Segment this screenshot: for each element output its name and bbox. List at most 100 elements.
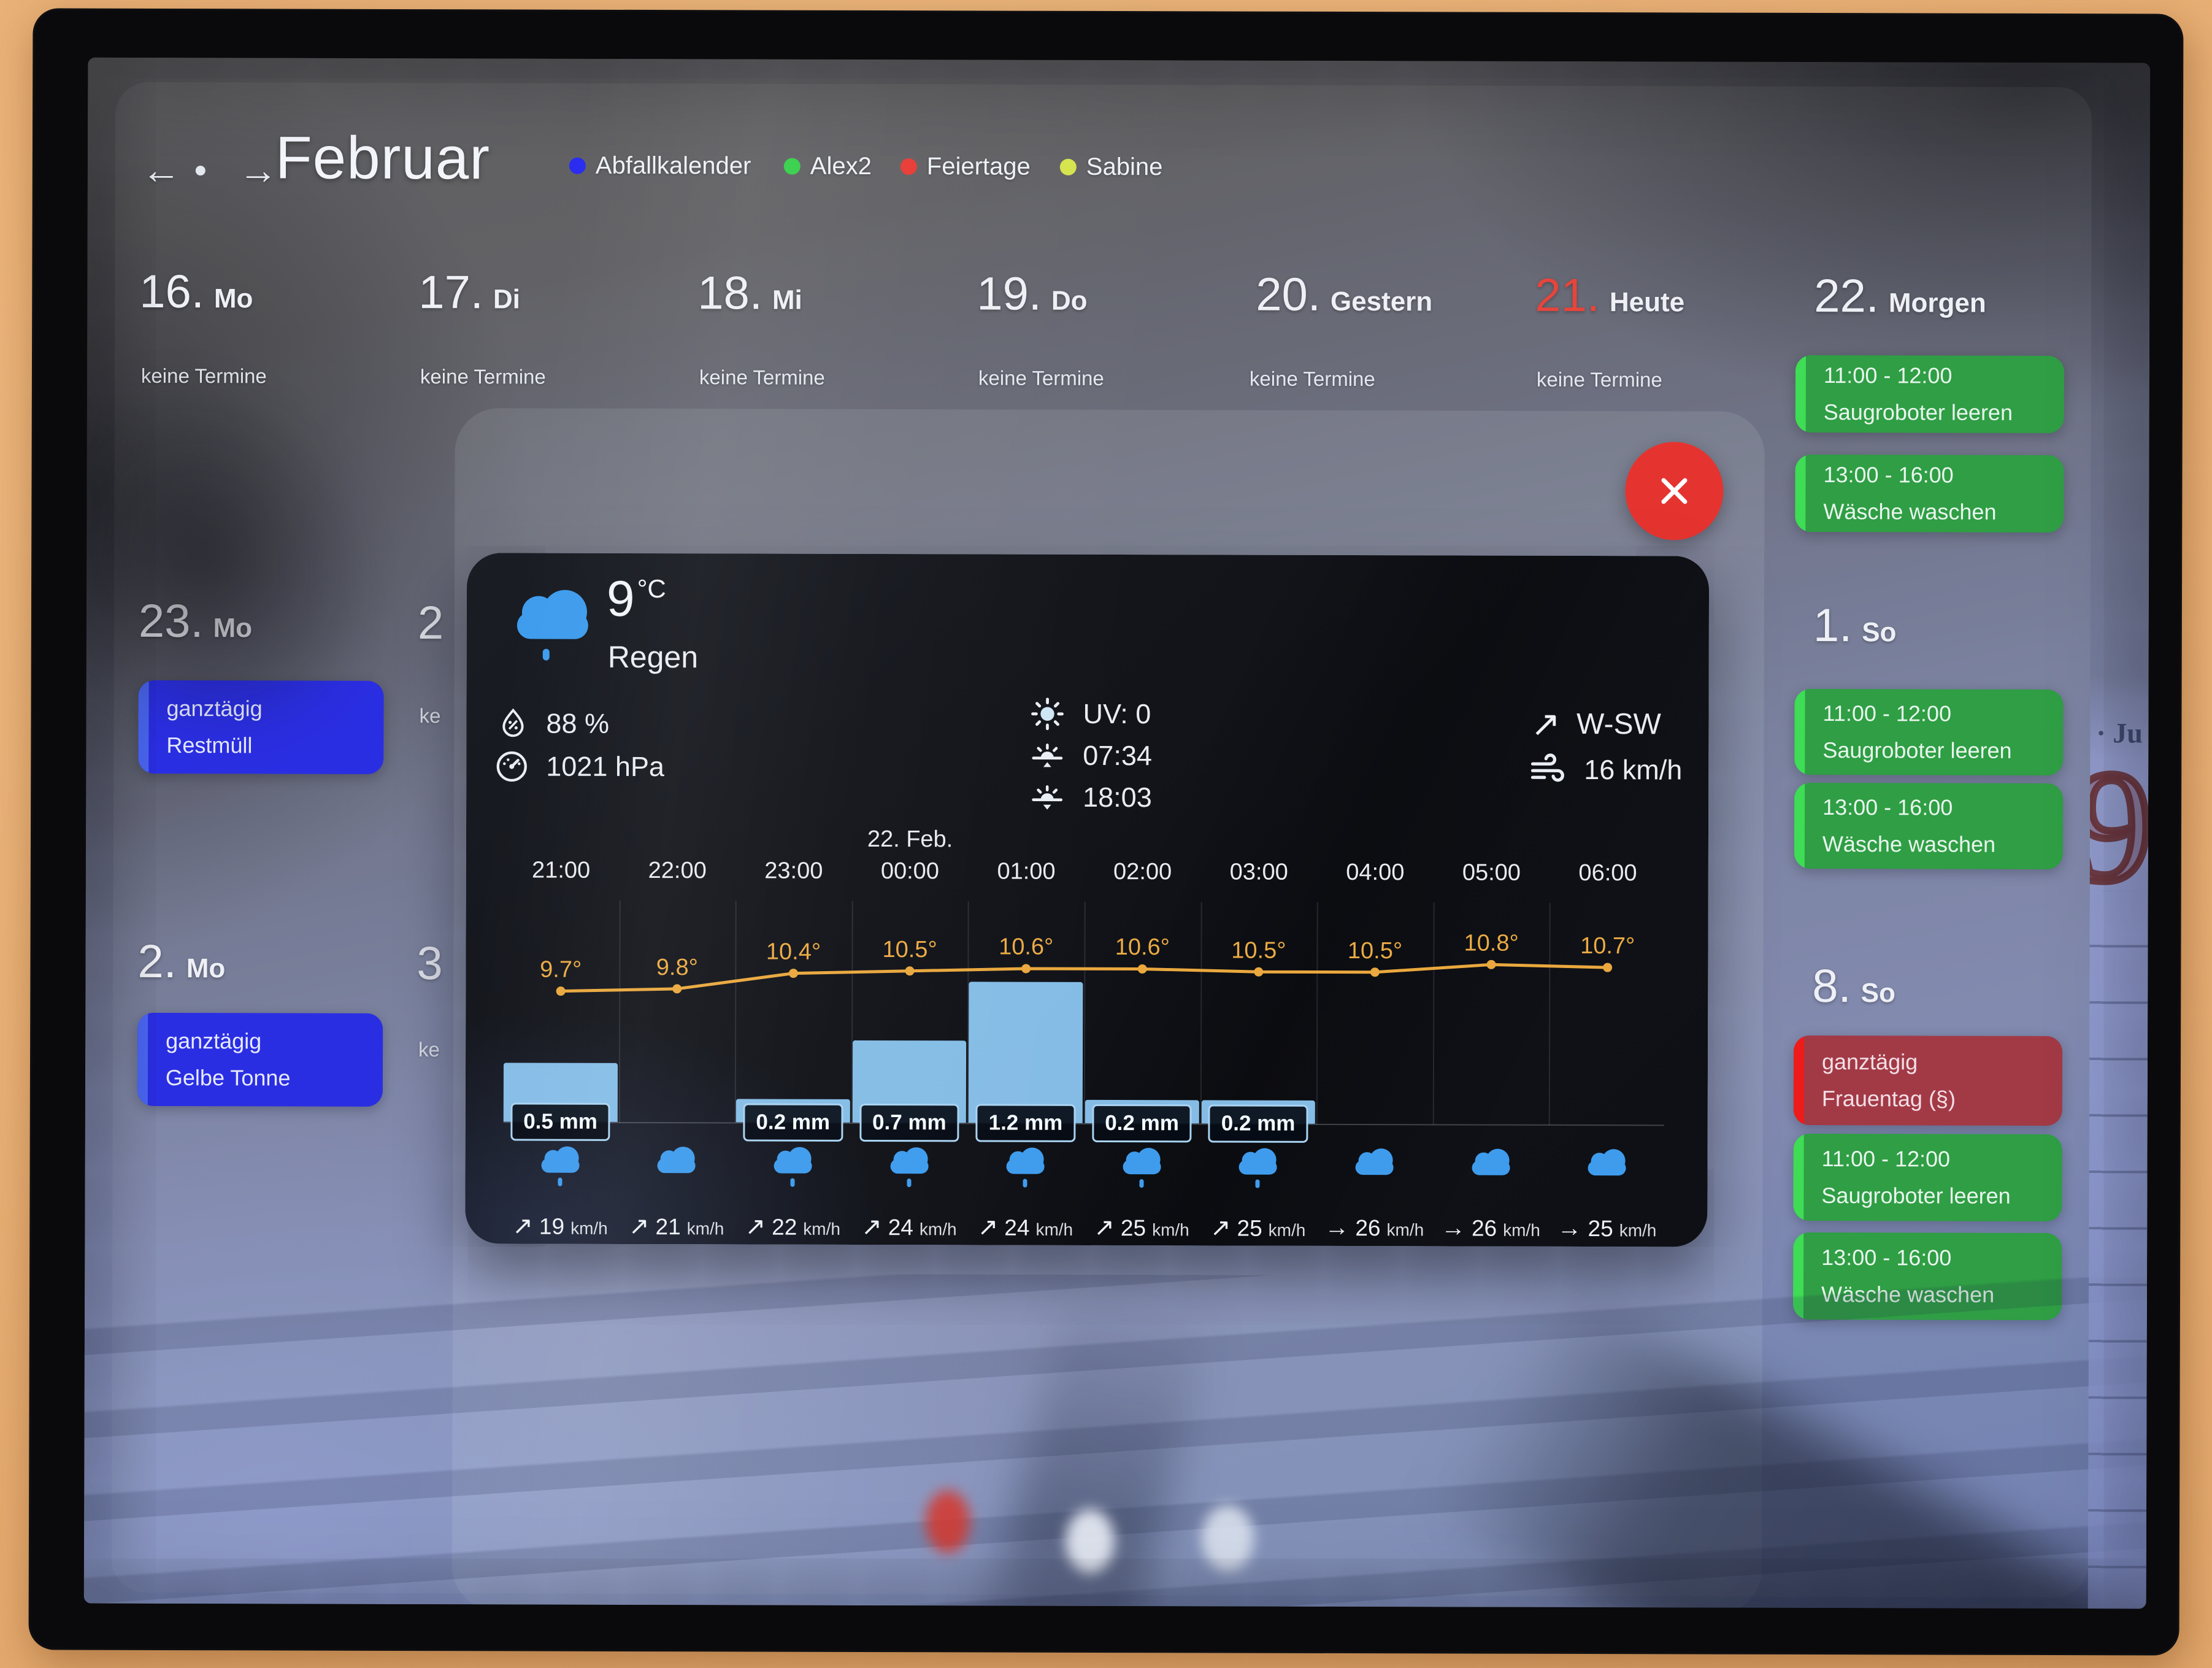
wind-direction-arrow-icon: ↗	[1530, 704, 1561, 744]
event-chip-waesche[interactable]: 13:00 - 16:00 Wäsche waschen	[1795, 454, 2064, 533]
month-title: Februar	[275, 123, 491, 192]
temperature-label: 10.6°	[1115, 934, 1170, 961]
day-header-19-do: 19. Do	[977, 267, 1088, 320]
wind-speed-stat: 16 km/h	[1527, 750, 1682, 791]
day-header-3-partial: 3	[417, 937, 443, 990]
day-header-1-so: 1. So	[1813, 599, 1897, 652]
day-header-22-morgen: 22. Morgen	[1814, 270, 1986, 323]
event-chip-saugroboter[interactable]: 11:00 - 12:00 Saugroboter leeren	[1793, 1133, 2062, 1222]
wind-annotation: → 26 km/h	[1440, 1214, 1540, 1242]
precipitation-label: 0.7 mm	[859, 1103, 959, 1142]
wind-arrow-icon: →	[1557, 1214, 1582, 1242]
chart-time-label: 21:00	[532, 857, 591, 883]
wind-annotation: ↗ 25 km/h	[1210, 1214, 1306, 1242]
temperature-label: 10.4°	[766, 939, 821, 965]
wind-arrow-icon: →	[1440, 1214, 1466, 1242]
weather-condition: Regen	[607, 639, 699, 675]
legend-dot-blue-icon	[569, 157, 586, 174]
wind-direction-stat: ↗ W-SW	[1530, 704, 1661, 744]
wind-arrow-icon: ↗	[745, 1213, 766, 1240]
event-chip-gelbe-tonne[interactable]: ganztägig Gelbe Tonne	[137, 1012, 383, 1107]
legend-item-feiertage[interactable]: Feiertage	[900, 153, 1031, 181]
uv-sun-icon	[1031, 698, 1064, 731]
no-events-label-partial: ke	[419, 704, 441, 728]
temperature-label: 9.8°	[656, 954, 698, 980]
day-header-21-heute: 21. Heute	[1535, 269, 1685, 322]
legend-dot-yellow-icon	[1059, 158, 1077, 175]
temperature-label: 10.6°	[999, 934, 1054, 961]
precipitation-label: 0.5 mm	[510, 1102, 610, 1141]
wind-arrow-icon: ↗	[512, 1212, 534, 1240]
no-events-label: keine Termine	[420, 365, 546, 388]
chart-time-label: 01:00	[997, 858, 1056, 885]
temperature-label: 10.5°	[1347, 937, 1403, 964]
event-chip-saugroboter[interactable]: 11:00 - 12:00 Saugroboter leeren	[1794, 688, 2064, 776]
event-chip-waesche[interactable]: 13:00 - 16:00 Wäsche waschen	[1794, 782, 2064, 870]
chart-time-label: 04:00	[1346, 859, 1405, 886]
close-icon	[1661, 478, 1688, 504]
legend-dot-red-icon	[900, 158, 917, 175]
chart-time-label: 03:00	[1229, 859, 1288, 885]
temperature-label: 10.5°	[882, 936, 937, 963]
pressure-gauge-icon	[496, 751, 527, 782]
precipitation-label: 0.2 mm	[743, 1103, 843, 1142]
wind-annotation: ↗ 25 km/h	[1094, 1213, 1189, 1242]
wind-arrow-icon: ↗	[1210, 1214, 1231, 1242]
rain-cloud-icon	[1238, 1159, 1277, 1188]
sunrise-icon	[1032, 744, 1063, 767]
rain-cloud-icon	[774, 1158, 812, 1187]
wind-arrow-icon: ↗	[861, 1213, 882, 1241]
day-header-2-mo: 2. Mo	[137, 935, 226, 988]
event-chip-restmuell[interactable]: ganztägig Restmüll	[138, 680, 384, 774]
day-header-17-di: 17. Di	[418, 266, 520, 319]
day-header-18-mi: 18. Mi	[697, 267, 802, 320]
rain-cloud-icon	[1006, 1159, 1045, 1188]
precipitation-label: 0.2 mm	[1208, 1104, 1308, 1143]
prev-month-button[interactable]: ←	[141, 147, 181, 193]
wind-annotation: → 26 km/h	[1324, 1213, 1424, 1242]
legend-item-abfallkalender[interactable]: Abfallkalender	[569, 152, 751, 180]
temperature-label: 10.7°	[1580, 933, 1635, 959]
wind-arrow-icon: →	[1324, 1213, 1350, 1242]
rain-cloud-icon	[517, 612, 588, 661]
no-events-label: keine Termine	[1536, 367, 1662, 391]
temperature-line	[556, 959, 1613, 996]
chart-time-label: 02:00	[1113, 859, 1172, 885]
wind-icon	[1530, 753, 1564, 782]
cloud-icon	[1355, 1160, 1394, 1175]
legend-item-alex2[interactable]: Alex2	[783, 153, 872, 180]
wind-annotation: → 25 km/h	[1557, 1214, 1657, 1242]
hourly-forecast-chart: 21:00 9.7° 0.5 mm ↗ 19 km/h 22:00 9.8° ↗ 21 km/h 23…	[502, 821, 1666, 1242]
wind-annotation: ↗ 22 km/h	[745, 1213, 841, 1240]
wind-annotation: ↗ 24 km/h	[977, 1213, 1073, 1241]
chart-time-label: 06:00	[1578, 860, 1637, 886]
next-month-button[interactable]: →	[238, 148, 278, 193]
uv-stat: UV: 0	[1027, 694, 1151, 734]
temperature-label: 10.5°	[1231, 937, 1286, 964]
wind-annotation: ↗ 21 km/h	[628, 1212, 724, 1240]
day-header-23-mo: 23. Mo	[138, 594, 253, 648]
close-button[interactable]	[1625, 442, 1724, 540]
wind-annotation: ↗ 24 km/h	[861, 1213, 957, 1241]
temperature-label: 9.7°	[540, 956, 582, 983]
wind-annotation: ↗ 19 km/h	[512, 1212, 608, 1240]
wind-arrow-icon: ↗	[977, 1213, 999, 1241]
day-header-20-gestern: 20. Gestern	[1256, 268, 1433, 321]
event-chip-waesche[interactable]: 13:00 - 16:00 Wäsche waschen	[1792, 1232, 2062, 1321]
today-dot-button[interactable]	[195, 166, 205, 176]
no-events-label: keine Termine	[1249, 367, 1375, 391]
pressure-stat: 1021 hPa	[493, 748, 664, 785]
sunset-stat: 18:03	[1027, 778, 1152, 818]
wind-arrow-icon: ↗	[1094, 1213, 1115, 1242]
event-chip-saugroboter[interactable]: 11:00 - 12:00 Saugroboter leeren	[1795, 355, 2065, 434]
day-header-16-mo: 16. Mo	[139, 265, 253, 318]
event-chip-frauentag[interactable]: ganztägig Frauentag (§)	[1793, 1035, 2063, 1126]
cloud-icon	[1472, 1160, 1510, 1175]
sunset-icon	[1032, 785, 1063, 810]
weather-detail-card: 9°C Regen 88 % 1021 hPa	[465, 553, 1710, 1247]
humidity-stat: 88 %	[496, 706, 609, 740]
chart-time-label: 22:00	[648, 858, 707, 884]
cloud-icon	[1588, 1161, 1626, 1176]
legend-item-sabine[interactable]: Sabine	[1059, 153, 1162, 181]
